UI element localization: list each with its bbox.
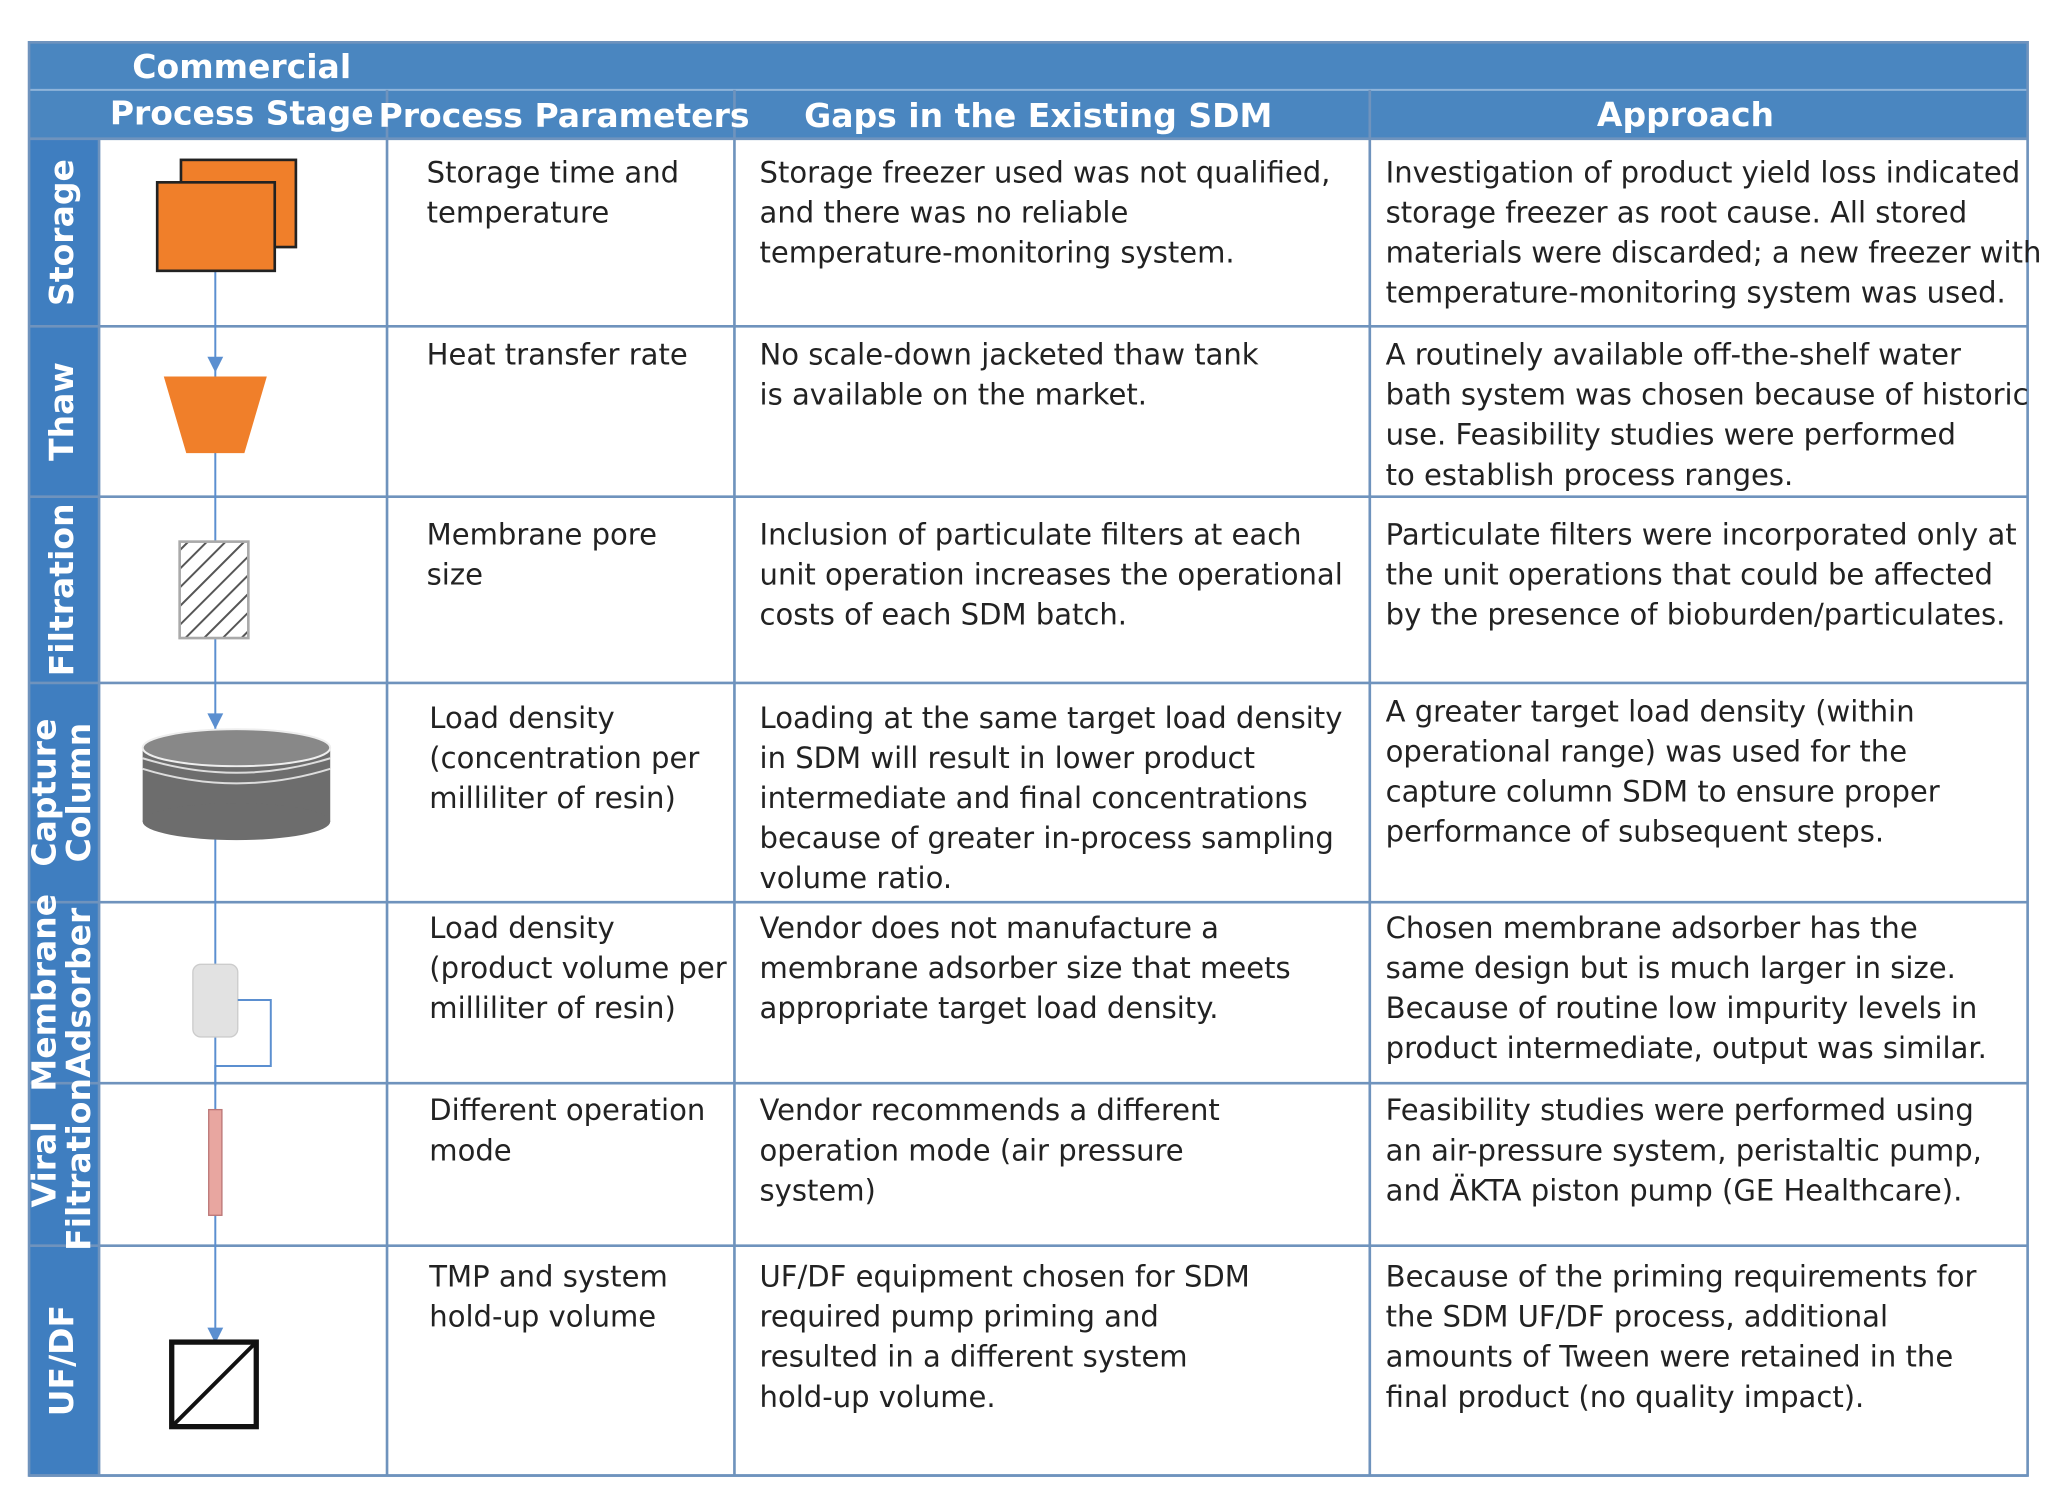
gaps-line: Storage freezer used was not qualified, bbox=[760, 155, 1331, 189]
approach-line: bath system was chosen because of histor… bbox=[1386, 378, 2029, 412]
stage-label: Membrane bbox=[25, 894, 64, 1092]
approach-line: the SDM UF/DF process, additional bbox=[1386, 1300, 1888, 1334]
approach-line: temperature-monitoring system was used. bbox=[1386, 275, 2006, 309]
gaps-line: unit operation increases the operational bbox=[760, 557, 1343, 591]
params-line: size bbox=[427, 557, 483, 591]
gaps-line: volume ratio. bbox=[760, 861, 953, 895]
stage-label: Filtration bbox=[59, 1078, 98, 1251]
approach-line: performance of subsequent steps. bbox=[1386, 814, 1884, 848]
params-line: temperature bbox=[427, 195, 610, 229]
gaps-line: operation mode (air pressure bbox=[760, 1133, 1184, 1167]
gaps-line: Loading at the same target load density bbox=[760, 701, 1343, 735]
params-line: (concentration per bbox=[429, 741, 699, 775]
approach-line: Because of the priming requirements for bbox=[1386, 1260, 1977, 1294]
gaps-line: hold-up volume. bbox=[760, 1380, 996, 1414]
params-line: Heat transfer rate bbox=[427, 338, 688, 372]
stage-label: UF/DF bbox=[42, 1305, 81, 1416]
approach-line: final product (no quality impact). bbox=[1386, 1380, 1865, 1414]
gaps-line: Inclusion of particulate filters at each bbox=[760, 517, 1302, 551]
stage-label: Storage bbox=[42, 159, 81, 306]
approach-line: product intermediate, output was similar… bbox=[1386, 1031, 1987, 1065]
approach-line: same design but is much larger in size. bbox=[1386, 951, 1956, 985]
approach-line: capture column SDM to ensure proper bbox=[1386, 774, 1940, 808]
approach-line: to establish process ranges. bbox=[1386, 458, 1794, 492]
gaps-line: system) bbox=[760, 1173, 876, 1207]
gaps-line: Vendor recommends a different bbox=[760, 1093, 1220, 1127]
gaps-line: because of greater in-process sampling bbox=[760, 821, 1334, 855]
params-line: Membrane pore bbox=[427, 517, 657, 551]
stage-label: Filtration bbox=[42, 503, 81, 676]
approach-line: A routinely available off-the-shelf wate… bbox=[1386, 338, 1961, 372]
gaps-line: UF/DF equipment chosen for SDM bbox=[760, 1260, 1250, 1294]
approach-line: and ÄKTA piston pump (GE Healthcare). bbox=[1386, 1173, 1963, 1207]
gaps-line: temperature-monitoring system. bbox=[760, 235, 1235, 269]
stage-label: Viral bbox=[25, 1121, 64, 1207]
stage-band bbox=[29, 138, 100, 1476]
approach-line: use. Feasibility studies were performed bbox=[1386, 418, 1956, 452]
approach-line: operational range) was used for the bbox=[1386, 734, 1907, 768]
header-cell: Process Stage bbox=[110, 93, 374, 132]
approach-line: the unit operations that could be affect… bbox=[1386, 557, 1993, 591]
icons bbox=[141, 158, 332, 1430]
approach-line: Particulate filters were incorporated on… bbox=[1386, 517, 2017, 551]
approach-line: by the presence of bioburden/particulate… bbox=[1386, 597, 2006, 631]
gaps-line: in SDM will result in lower product bbox=[760, 741, 1256, 775]
approach-line: A greater target load density (within bbox=[1386, 694, 1915, 728]
approach-line: Because of routine low impurity levels i… bbox=[1386, 991, 1978, 1025]
gaps-line: intermediate and final concentrations bbox=[760, 781, 1308, 815]
approach-line: materials were discarded; a new freezer … bbox=[1386, 235, 2042, 269]
gaps-line: membrane adsorber size that meets bbox=[760, 951, 1291, 985]
header-cell: Commercial bbox=[132, 47, 351, 86]
gaps-line: Vendor does not manufacture a bbox=[760, 911, 1219, 945]
gaps-line: is available on the market. bbox=[760, 378, 1147, 412]
gaps-line: resulted in a different system bbox=[760, 1340, 1188, 1374]
stage-label: Adsorber bbox=[59, 907, 98, 1078]
params-line: Different operation bbox=[429, 1093, 705, 1127]
params-line: milliliter of resin) bbox=[429, 991, 676, 1025]
params-line: milliliter of resin) bbox=[429, 781, 676, 815]
header-cell: Gaps in the Existing SDM bbox=[804, 96, 1272, 135]
approach-line: Feasibility studies were performed using bbox=[1386, 1093, 1974, 1127]
params-line: hold-up volume bbox=[429, 1300, 656, 1334]
approach-line: storage freezer as root cause. All store… bbox=[1386, 195, 1968, 229]
stage-label: Column bbox=[59, 723, 98, 863]
params-line: Load density bbox=[429, 701, 614, 735]
header-cell: Process Parameters bbox=[379, 96, 750, 135]
params-line: Storage time and bbox=[427, 155, 679, 189]
params-line: mode bbox=[429, 1133, 511, 1167]
gaps-line: required pump priming and bbox=[760, 1300, 1159, 1334]
approach-line: Chosen membrane adsorber has the bbox=[1386, 911, 1918, 945]
grid bbox=[27, 40, 2029, 1477]
gaps-line: No scale-down jacketed thaw tank bbox=[760, 338, 1259, 372]
approach-line: an air-pressure system, peristaltic pump… bbox=[1386, 1133, 1982, 1167]
stage-label: Thaw bbox=[42, 362, 81, 461]
approach-line: amounts of Tween were retained in the bbox=[1386, 1340, 1954, 1374]
params-line: Load density bbox=[429, 911, 614, 945]
header-cell: Approach bbox=[1597, 95, 1774, 134]
stage-label: Capture bbox=[25, 719, 64, 867]
gaps-line: and there was no reliable bbox=[760, 195, 1129, 229]
approach-line: Investigation of product yield loss indi… bbox=[1386, 155, 2021, 189]
gaps-line: appropriate target load density. bbox=[760, 991, 1219, 1025]
params-line: TMP and system bbox=[428, 1260, 667, 1294]
gaps-line: costs of each SDM batch. bbox=[760, 597, 1127, 631]
params-line: (product volume per bbox=[429, 951, 726, 985]
